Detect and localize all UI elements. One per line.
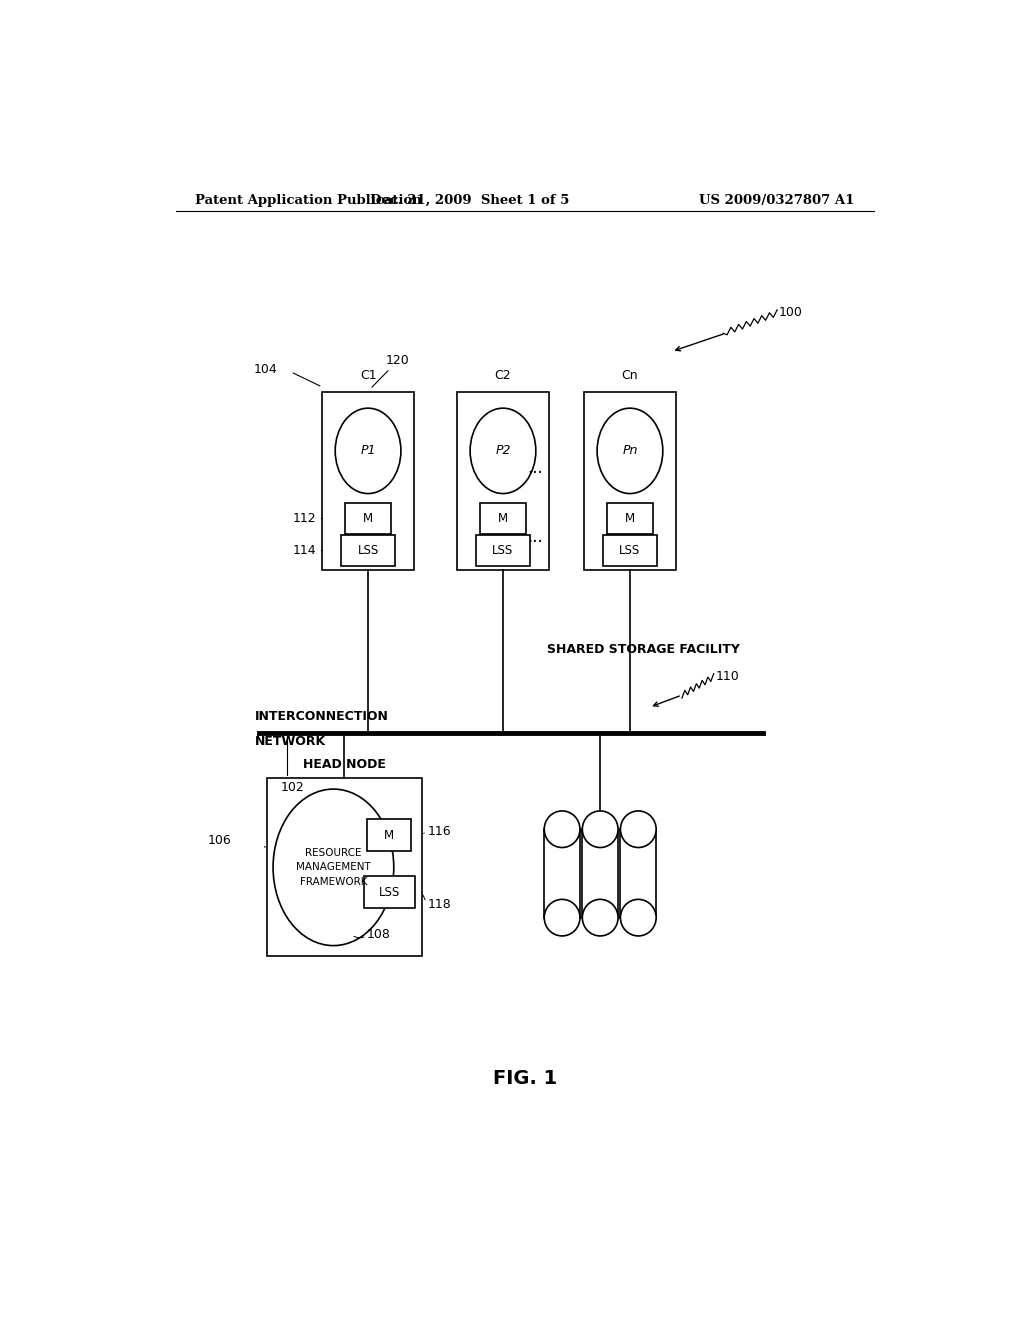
Text: P1: P1 [360, 445, 376, 457]
FancyBboxPatch shape [345, 503, 391, 533]
Text: INTERCONNECTION: INTERCONNECTION [255, 710, 389, 722]
Text: 114: 114 [293, 544, 316, 557]
Text: MANAGEMENT: MANAGEMENT [296, 862, 371, 873]
FancyBboxPatch shape [267, 779, 422, 956]
FancyBboxPatch shape [341, 536, 395, 565]
Ellipse shape [335, 408, 401, 494]
FancyBboxPatch shape [368, 820, 411, 851]
FancyBboxPatch shape [583, 829, 618, 917]
Text: Dec. 31, 2009  Sheet 1 of 5: Dec. 31, 2009 Sheet 1 of 5 [370, 194, 569, 206]
Text: Pn: Pn [623, 445, 638, 457]
Text: LSS: LSS [620, 544, 641, 557]
Text: 104: 104 [254, 363, 278, 376]
Ellipse shape [583, 899, 618, 936]
Text: C1: C1 [359, 370, 377, 381]
Text: P2: P2 [496, 445, 511, 457]
Ellipse shape [583, 810, 618, 847]
Text: M: M [362, 512, 373, 525]
Ellipse shape [544, 899, 580, 936]
FancyBboxPatch shape [602, 536, 657, 565]
Text: FRAMEWORK: FRAMEWORK [300, 876, 368, 887]
Text: FIG. 1: FIG. 1 [493, 1069, 557, 1088]
Text: Patent Application Publication: Patent Application Publication [196, 194, 422, 206]
Text: Cn: Cn [622, 370, 638, 381]
FancyBboxPatch shape [480, 503, 525, 533]
FancyBboxPatch shape [607, 503, 652, 533]
Text: 112: 112 [293, 512, 316, 525]
Text: ...: ... [527, 528, 543, 545]
Text: 100: 100 [778, 306, 803, 319]
Text: 102: 102 [281, 781, 304, 795]
Text: 110: 110 [715, 671, 739, 684]
Text: M: M [625, 512, 635, 525]
Text: M: M [384, 829, 394, 842]
FancyBboxPatch shape [544, 829, 580, 917]
Ellipse shape [597, 408, 663, 494]
FancyBboxPatch shape [475, 536, 530, 565]
FancyBboxPatch shape [621, 829, 656, 917]
Text: US 2009/0327807 A1: US 2009/0327807 A1 [698, 194, 854, 206]
Ellipse shape [273, 789, 394, 945]
Text: NETWORK: NETWORK [255, 735, 326, 747]
Text: 116: 116 [428, 825, 452, 838]
Text: 106: 106 [208, 834, 231, 847]
FancyBboxPatch shape [458, 392, 549, 570]
Text: LSS: LSS [493, 544, 514, 557]
Text: M: M [498, 512, 508, 525]
Text: 108: 108 [367, 928, 390, 941]
Text: ...: ... [527, 459, 543, 478]
FancyBboxPatch shape [364, 876, 415, 908]
Text: LSS: LSS [357, 544, 379, 557]
Text: C2: C2 [495, 370, 511, 381]
Text: 118: 118 [428, 898, 452, 911]
Text: 120: 120 [386, 354, 410, 367]
FancyBboxPatch shape [585, 392, 676, 570]
Ellipse shape [544, 810, 580, 847]
FancyBboxPatch shape [323, 392, 414, 570]
Ellipse shape [621, 899, 656, 936]
Text: RESOURCE: RESOURCE [305, 849, 361, 858]
Text: HEAD NODE: HEAD NODE [303, 758, 386, 771]
Text: LSS: LSS [379, 886, 399, 899]
Text: SHARED STORAGE FACILITY: SHARED STORAGE FACILITY [548, 643, 740, 656]
Ellipse shape [470, 408, 536, 494]
Ellipse shape [621, 810, 656, 847]
